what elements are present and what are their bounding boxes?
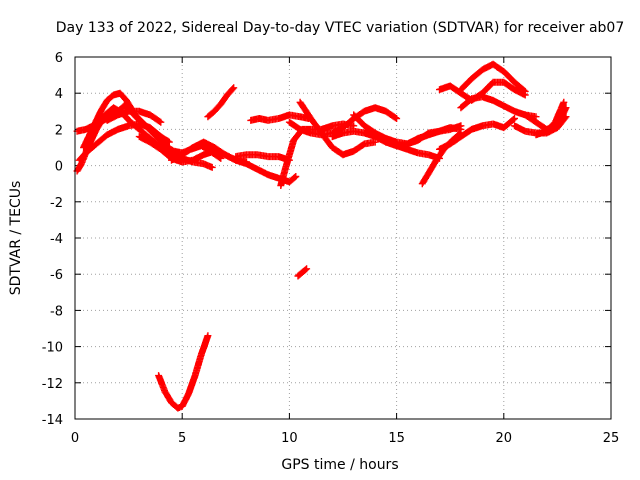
series-markers xyxy=(75,120,169,164)
series-markers xyxy=(436,115,518,153)
series-arc-19 xyxy=(457,60,529,95)
series-arc-5 xyxy=(103,107,165,126)
series-arc-9 xyxy=(204,84,238,121)
y-tick-label: -4 xyxy=(50,232,63,247)
series-markers xyxy=(285,104,401,139)
series-markers xyxy=(457,60,529,95)
x-tick-labels: 0 5 10 15 20 25 xyxy=(71,431,619,446)
y-tick-label: 2 xyxy=(55,123,63,138)
series-markers xyxy=(382,124,465,150)
series-arc-8 xyxy=(232,151,293,164)
x-tick-label: 20 xyxy=(496,431,513,446)
series-arc-12 xyxy=(296,98,379,159)
series-arc-26 xyxy=(155,332,212,412)
series-markers xyxy=(296,98,379,159)
y-tick-label: 4 xyxy=(55,87,63,102)
series-arc-24 xyxy=(532,98,568,139)
x-tick-label: 15 xyxy=(388,431,405,446)
series-arc-20 xyxy=(436,115,518,153)
series-markers xyxy=(204,84,238,121)
y-tick-label: -14 xyxy=(42,413,63,428)
series-markers xyxy=(247,111,313,124)
y-tick-labels: 6 4 2 0 -2 -4 -6 -8 -10 -12 -14 xyxy=(42,51,63,428)
series-arc-25 xyxy=(294,265,311,280)
y-tick-label: -6 xyxy=(50,268,63,283)
series-markers xyxy=(294,265,311,280)
series-markers xyxy=(155,332,212,412)
y-tick-label: -12 xyxy=(42,377,63,392)
y-axis-label: SDTVAR / TECUs xyxy=(8,181,24,296)
x-tick-label: 5 xyxy=(178,431,186,446)
x-tick-label: 25 xyxy=(603,431,620,446)
x-tick-label: 0 xyxy=(71,431,79,446)
y-tick-label: -10 xyxy=(42,341,63,356)
grid-lines xyxy=(75,57,611,419)
y-tick-label: 6 xyxy=(55,51,63,66)
series-markers xyxy=(532,98,568,139)
y-tick-label: -8 xyxy=(50,304,63,319)
x-axis-label: GPS time / hours xyxy=(281,457,398,473)
series-arc-13 xyxy=(285,104,401,139)
y-tick-label: 0 xyxy=(55,160,63,175)
chart-title: Day 133 of 2022, Sidereal Day-to-day VTE… xyxy=(56,20,625,36)
x-tick-label: 10 xyxy=(281,431,298,446)
series-arc-4 xyxy=(75,120,169,164)
series-arc-16 xyxy=(382,124,465,150)
series-markers xyxy=(103,107,165,126)
series-markers xyxy=(232,151,293,164)
data-series xyxy=(73,60,570,412)
series-arc-10 xyxy=(247,111,313,124)
plot-frame xyxy=(74,56,612,420)
y-tick-label: -2 xyxy=(50,196,63,211)
